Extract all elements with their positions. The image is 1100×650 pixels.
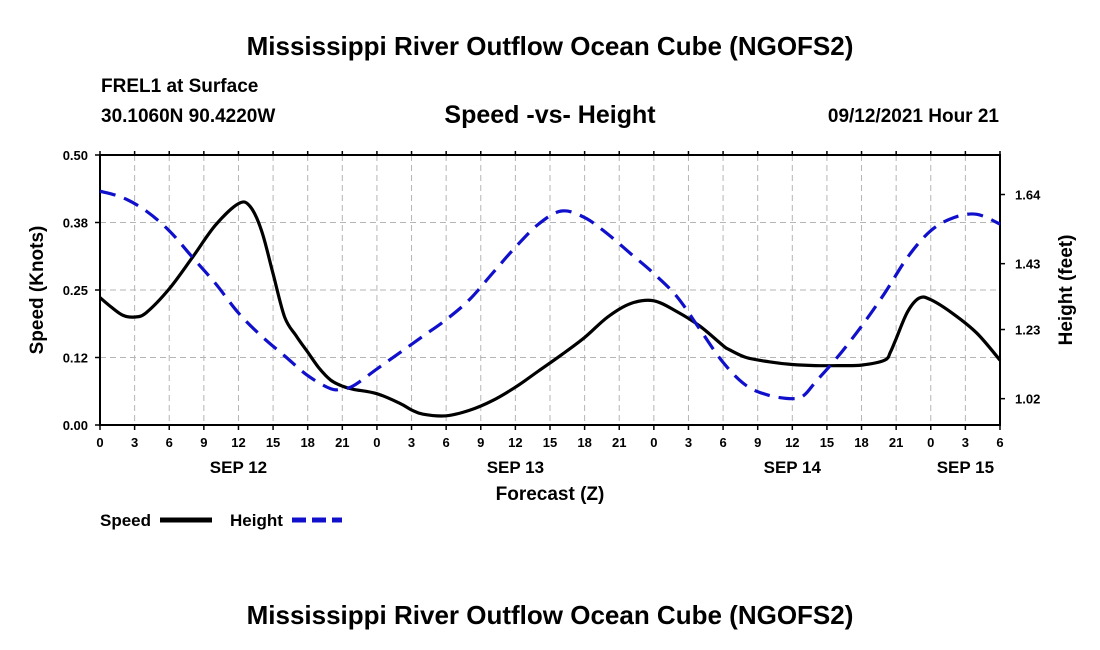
series-lines bbox=[98, 189, 1002, 418]
x-tick-label: 0 bbox=[373, 435, 380, 450]
x-tick-label: 18 bbox=[854, 435, 868, 450]
grid-lines bbox=[100, 155, 1000, 425]
legend: Speed Height bbox=[100, 511, 342, 530]
y-tick-label: 0.50 bbox=[63, 148, 88, 163]
legend-height-label: Height bbox=[230, 511, 283, 530]
day-label: SEP 12 bbox=[210, 458, 267, 477]
x-tick-label: 18 bbox=[300, 435, 314, 450]
x-tick-label: 15 bbox=[820, 435, 834, 450]
footer-title: Mississippi River Outflow Ocean Cube (NG… bbox=[246, 600, 854, 630]
y2-axis-label: Height (feet) bbox=[1056, 235, 1077, 346]
x-tick-label: 18 bbox=[577, 435, 591, 450]
x-tick-label: 21 bbox=[335, 435, 349, 450]
chart-subtitle: Speed -vs- Height bbox=[444, 101, 656, 129]
x-tick-label: 0 bbox=[650, 435, 657, 450]
day-labels: SEP 12 SEP 13 SEP 14 SEP 15 bbox=[210, 458, 994, 477]
x-tick-label: 0 bbox=[927, 435, 934, 450]
x-tick-label: 12 bbox=[231, 435, 245, 450]
legend-speed-label: Speed bbox=[100, 511, 151, 530]
x-tick-label: 3 bbox=[408, 435, 415, 450]
y-tick-label: 0.00 bbox=[63, 418, 88, 433]
x-tick-label: 15 bbox=[266, 435, 280, 450]
x-tick-label: 6 bbox=[996, 435, 1003, 450]
y2-tick-label: 1.64 bbox=[1015, 188, 1041, 203]
x-axis-label: Forecast (Z) bbox=[496, 484, 605, 505]
x-axis-ticks: 0 3 6 9 12 15 18 21 0 3 6 9 12 15 18 21 0 3 6 9 12 15 18 21 0 3 6 bbox=[96, 151, 1004, 450]
x-tick-label: 9 bbox=[754, 435, 761, 450]
x-tick-label: 9 bbox=[477, 435, 484, 450]
x-tick-label: 3 bbox=[131, 435, 138, 450]
x-tick-label: 9 bbox=[200, 435, 207, 450]
x-tick-label: 6 bbox=[166, 435, 173, 450]
y2-axis-ticks: 1.02 1.23 1.43 1.64 bbox=[1000, 188, 1041, 407]
day-label: SEP 13 bbox=[487, 458, 544, 477]
station-label: FREL1 at Surface bbox=[101, 76, 259, 97]
y-axis-label: Speed (Knots) bbox=[27, 226, 48, 355]
x-tick-label: 15 bbox=[543, 435, 557, 450]
chart-title: Mississippi River Outflow Ocean Cube (NG… bbox=[246, 31, 854, 61]
station-coordinates: 30.1060N 90.4220W bbox=[101, 106, 276, 127]
day-label: SEP 14 bbox=[764, 458, 822, 477]
x-tick-label: 6 bbox=[719, 435, 726, 450]
y-tick-label: 0.38 bbox=[63, 216, 88, 231]
y-axis-ticks: 0.00 0.12 0.25 0.38 0.50 bbox=[63, 148, 100, 433]
x-tick-label: 0 bbox=[96, 435, 103, 450]
x-tick-label: 21 bbox=[612, 435, 626, 450]
x-tick-label: 3 bbox=[685, 435, 692, 450]
x-tick-label: 3 bbox=[962, 435, 969, 450]
x-tick-label: 6 bbox=[443, 435, 450, 450]
y-tick-label: 0.25 bbox=[63, 283, 88, 298]
x-tick-label: 12 bbox=[785, 435, 799, 450]
y2-tick-label: 1.43 bbox=[1015, 257, 1040, 272]
y-tick-label: 0.12 bbox=[63, 351, 88, 366]
speed-series-line bbox=[98, 200, 1002, 418]
y2-tick-label: 1.23 bbox=[1015, 323, 1040, 338]
y2-tick-label: 1.02 bbox=[1015, 392, 1040, 407]
day-label: SEP 15 bbox=[937, 458, 994, 477]
x-tick-label: 21 bbox=[889, 435, 903, 450]
forecast-datetime: 09/12/2021 Hour 21 bbox=[827, 106, 999, 127]
height-series-line bbox=[99, 189, 1001, 401]
x-tick-label: 12 bbox=[508, 435, 522, 450]
